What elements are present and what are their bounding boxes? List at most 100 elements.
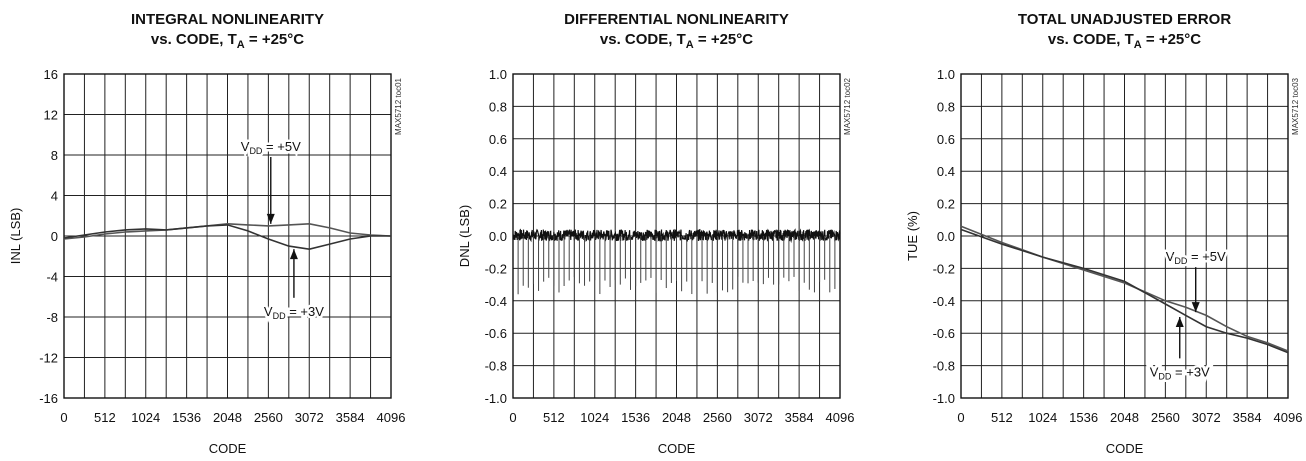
chart-1: INTEGRAL NONLINEARITY vs. CODE, TA = +25°… [8,11,405,456]
x-tick-label: 4096 [1274,410,1303,425]
annotation-subscript: DD [249,146,262,156]
dnl-trace [512,228,841,295]
annotation-arrowhead [1175,317,1184,327]
y-tick-label: -0.6 [933,326,955,341]
annotation-label: VDD = +5V [1166,249,1226,266]
plot-frame [960,73,1289,399]
x-tick-label: 512 [543,410,565,425]
y-tick-label: 0.0 [937,229,955,244]
y-tick-label: 0.6 [937,132,955,147]
x-tick-label: 2560 [703,410,732,425]
chart-title-line1: TOTAL UNADJUSTED ERROR [1018,11,1232,28]
x-tick-label: 2048 [213,410,242,425]
y-tick-label: 4 [51,189,58,204]
annotation-subscript: DD [273,311,286,321]
chart-title-line1: INTEGRAL NONLINEARITY [131,11,324,28]
series-line-1 [63,222,392,240]
chart-subtitle-suffix: = +25°C [694,31,754,48]
y-tick-label: 0.8 [937,99,955,114]
x-tick-label: 1536 [1069,410,1098,425]
y-tick-label: -0.4 [933,294,955,309]
annotation-arrowhead [266,213,275,224]
x-axis-label: CODE [209,441,247,456]
y-tick-label: 0.4 [937,164,955,179]
x-tick-label: 0 [509,410,516,425]
chart-subtitle-subscript: A [686,39,694,51]
annotation-subscript: DD [1174,256,1187,266]
y-tick-label: -8 [46,310,58,325]
y-tick-label: 0.2 [937,197,955,212]
y-axis-label: INL (LSB) [8,208,23,265]
chart-subtitle: vs. CODE, TA = +25°C [1048,31,1201,51]
chart-subtitle: vs. CODE, TA = +25°C [151,31,304,51]
y-tick-label: -4 [46,270,58,285]
chart-subtitle-prefix: vs. CODE, T [1048,31,1134,48]
x-tick-label: 2560 [1151,410,1180,425]
chart-title: TOTAL UNADJUSTED ERROR [1018,11,1232,28]
y-tick-label: 12 [44,108,58,123]
grid [64,74,391,398]
series-line-2 [63,224,391,251]
annotation-suffix: = +5V [262,139,301,154]
annotation-suffix: = +3V [1171,364,1210,379]
y-axis-label: DNL (LSB) [457,205,472,267]
annotation-label: VDD = +3V [1150,364,1210,381]
y-tick-label: -0.4 [485,294,507,309]
y-tick-label: -1.0 [485,391,507,406]
x-tick-label: 3072 [1192,410,1221,425]
x-tick-label: 512 [94,410,116,425]
x-tick-label: 1024 [131,410,160,425]
x-tick-label: 0 [60,410,67,425]
annotation-subscript: DD [1158,371,1171,381]
x-tick-label: 3584 [1233,410,1262,425]
y-tick-label: -1.0 [933,391,955,406]
chart-title: INTEGRAL NONLINEARITY [131,11,324,28]
figure-id-label: MAX5712 toc03 [1291,77,1300,134]
y-tick-label: -0.6 [485,326,507,341]
series-line-2 [960,228,1289,354]
y-tick-label: 16 [44,67,58,82]
y-tick-label: -0.8 [933,359,955,374]
chart-subtitle-prefix: vs. CODE, T [151,31,237,48]
y-tick-label: 0.4 [489,164,507,179]
y-tick-label: 1.0 [489,67,507,82]
chart-subtitle-suffix: = +25°C [245,31,305,48]
annotation-prefix: V [264,304,273,319]
annotation-suffix: = +5V [1187,249,1226,264]
x-tick-label: 4096 [377,410,406,425]
y-tick-label: 0 [51,229,58,244]
y-axis-label: TUE (%) [905,211,920,261]
y-tick-label: 8 [51,148,58,163]
x-tick-label: 3584 [785,410,814,425]
y-tick-label: -12 [39,351,58,366]
annotation-prefix: V [1150,364,1159,379]
x-tick-label: 1536 [621,410,650,425]
y-tick-label: -0.2 [933,261,955,276]
x-axis-label: CODE [658,441,696,456]
x-tick-label: 3072 [295,410,324,425]
x-tick-label: 3584 [336,410,365,425]
y-tick-label: -16 [39,391,58,406]
y-tick-label: 0.2 [489,197,507,212]
annotation-label: VDD = +5V [241,139,301,156]
y-tick-label: 1.0 [937,67,955,82]
y-tick-label: -0.2 [485,261,507,276]
x-tick-label: 2048 [1110,410,1139,425]
x-tick-label: 3072 [744,410,773,425]
x-tick-label: 4096 [826,410,855,425]
annotation-arrowhead [1191,302,1200,313]
annotation-label: VDD = +3V [264,304,324,321]
x-tick-label: 1536 [172,410,201,425]
x-tick-label: 1024 [580,410,609,425]
annotation-arrowhead [289,249,298,260]
x-axis-label: CODE [1106,441,1144,456]
annotation-suffix: = +3V [286,304,325,319]
y-tick-label: 0.6 [489,132,507,147]
annotation-prefix: V [241,139,250,154]
chart-title-line1: DIFFERENTIAL NONLINEARITY [564,11,789,28]
y-tick-label: -0.8 [485,359,507,374]
chart-subtitle-subscript: A [237,39,245,51]
grid [961,74,1288,398]
y-tick-label: 0.8 [489,99,507,114]
